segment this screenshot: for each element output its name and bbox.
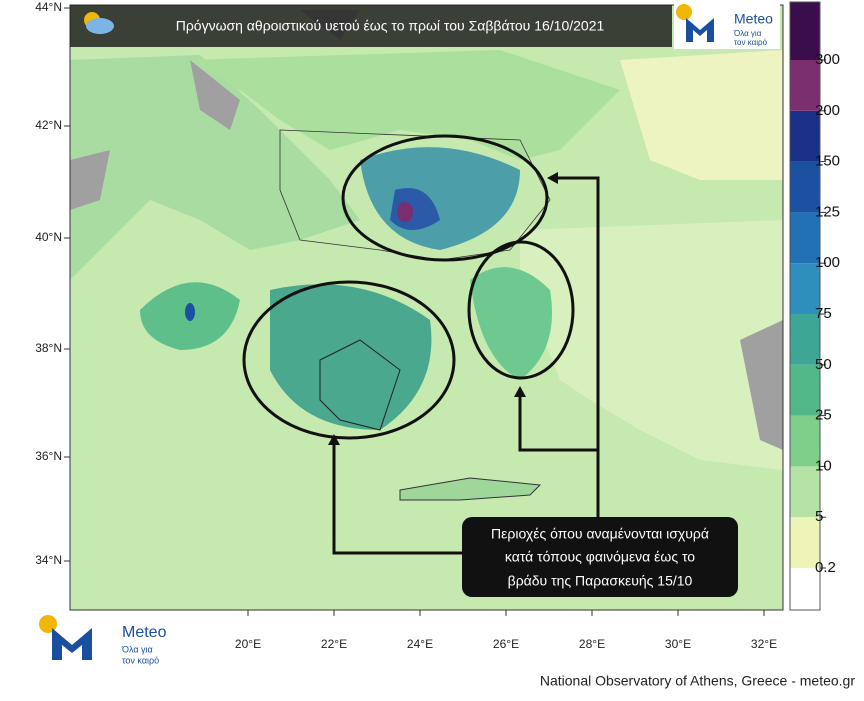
- lon-label: 20°E: [235, 637, 261, 651]
- rain-area: [470, 267, 552, 380]
- title-bar: [70, 5, 672, 47]
- colorbar-segment: [790, 263, 820, 314]
- lon-label: 26°E: [493, 637, 519, 651]
- colorbar-segment: [790, 568, 820, 610]
- colorbar-label: 75: [815, 305, 832, 322]
- logo-tagline: τον καιρό: [122, 655, 159, 665]
- colorbar: 0.2 5 10 25 50 75 100 125 150 200 300: [789, 1, 840, 611]
- colorbar-label: 200: [815, 102, 840, 119]
- title: Πρόγνωση αθροιστικού υετού έως το πρωί τ…: [176, 18, 605, 34]
- logo-name: Meteo: [734, 11, 773, 27]
- logo-mark: [686, 18, 714, 42]
- weather-icon: [86, 18, 114, 34]
- colorbar-label: 50: [815, 356, 832, 373]
- logo-sun: [676, 4, 692, 20]
- lon-label: 32°E: [751, 637, 777, 651]
- lat-label: 40°N: [35, 230, 62, 244]
- logo-tagline: Όλα για: [121, 644, 153, 654]
- peloponnese: [319, 339, 401, 431]
- colorbar-label: 300: [815, 51, 840, 68]
- annotation-text: κατά τόπους φαινόμενα έως το: [505, 549, 695, 565]
- lat-label: 44°N: [35, 0, 62, 14]
- logo-mark: [52, 628, 92, 660]
- colorbar-segment: [790, 212, 820, 264]
- land: [70, 55, 360, 280]
- lat-label: 34°N: [35, 553, 62, 567]
- colorbar-segment: [790, 2, 820, 60]
- colorbar-frame: [789, 1, 821, 611]
- lat-label: 38°N: [35, 341, 62, 355]
- land: [620, 50, 783, 180]
- annotation-text: Περιοχές όπου αναμένονται ισχυρά: [491, 526, 709, 542]
- highlight-ellipse: [341, 134, 549, 262]
- colorbar-segment: [790, 517, 820, 568]
- annotation-text: βράδυ της Παρασκευής 15/10: [508, 573, 693, 589]
- highlight-ellipse: [467, 240, 575, 380]
- lon-label: 22°E: [321, 637, 347, 651]
- rain-peak: [397, 202, 413, 222]
- lon-label: 24°E: [407, 637, 433, 651]
- arrows: [332, 176, 600, 555]
- land: [190, 50, 620, 160]
- lon-label: 30°E: [665, 637, 691, 651]
- colorbar-segment: [790, 60, 820, 111]
- colorbar-label: 10: [815, 457, 832, 474]
- colorbar-segment: [790, 161, 820, 213]
- map: [69, 4, 784, 611]
- land: [520, 220, 783, 470]
- colorbar-label: 150: [815, 153, 840, 170]
- footer-credit: National Observatory of Athens, Greece -…: [540, 673, 855, 689]
- highlight-ellipse: [242, 280, 456, 440]
- rain-peak: [185, 303, 195, 321]
- colorbar-segment: [790, 415, 820, 467]
- annotation-box: [462, 517, 738, 597]
- colorbar-segment: [790, 364, 820, 416]
- colorbar-segment: [790, 314, 820, 365]
- colorbar-label: 0.2: [815, 559, 836, 576]
- logo-name: Meteo: [122, 624, 167, 641]
- colorbar-label: 25: [815, 407, 832, 424]
- arrowheads: [328, 172, 558, 445]
- colorbar-segment: [790, 466, 820, 518]
- rain-area: [270, 284, 432, 430]
- colorbar-segment: [790, 110, 820, 162]
- lat-label: 42°N: [35, 118, 62, 132]
- lon-label: 28°E: [579, 637, 605, 651]
- crete: [399, 477, 542, 501]
- logo-tagline: τον καιρό: [734, 38, 768, 47]
- axes: 44°N 42°N 40°N 38°N 36°N 34°N 20°E 22°E 24°E 26°E…: [35, 0, 777, 651]
- lat-label: 36°N: [35, 449, 62, 463]
- colorbar-label: 5: [815, 508, 823, 525]
- logo-tagline: Όλα για: [733, 29, 762, 38]
- colorbar-label: 100: [815, 254, 840, 271]
- colorbar-label: 125: [815, 203, 840, 220]
